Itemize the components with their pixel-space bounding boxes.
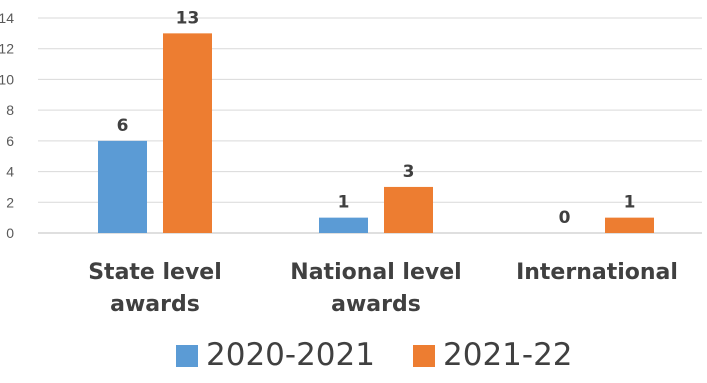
y-tick-label: 12 <box>0 41 14 57</box>
bar <box>319 217 368 233</box>
data-label: 3 <box>403 162 415 182</box>
legend-item: 2021-22 <box>413 337 573 373</box>
legend-swatch <box>413 345 435 367</box>
data-label: 6 <box>117 116 129 136</box>
y-tick-label: 8 <box>6 102 14 118</box>
data-label: 0 <box>559 208 571 228</box>
y-tick-label: 10 <box>0 71 14 87</box>
y-tick-label: 6 <box>6 133 14 149</box>
bar <box>605 217 654 233</box>
y-axis: 0 2 4 6 8 10 12 14 <box>0 10 14 241</box>
legend-label: 2020-2021 <box>206 337 375 373</box>
data-label: 13 <box>176 8 200 28</box>
data-label: 1 <box>624 193 636 213</box>
y-tick-label: 14 <box>0 10 14 26</box>
y-tick-label: 0 <box>6 225 14 241</box>
bar <box>384 186 433 233</box>
gridlines <box>38 17 702 234</box>
legend-swatch <box>176 345 198 367</box>
legend: 2020-2021 2021-22 <box>176 337 573 373</box>
x-tick-label: National level awards <box>290 260 461 317</box>
x-axis: State level awards National level awards Int… <box>88 260 678 317</box>
bar <box>98 140 147 233</box>
legend-label: 2021-22 <box>443 337 573 373</box>
x-tick-label: International <box>516 260 678 285</box>
x-tick-label: State level awards <box>88 260 222 317</box>
data-label: 1 <box>338 193 350 213</box>
legend-item: 2020-2021 <box>176 337 375 373</box>
y-tick-label: 2 <box>6 194 14 210</box>
bars <box>98 33 654 233</box>
y-tick-label: 4 <box>6 164 14 180</box>
bar <box>163 33 212 233</box>
